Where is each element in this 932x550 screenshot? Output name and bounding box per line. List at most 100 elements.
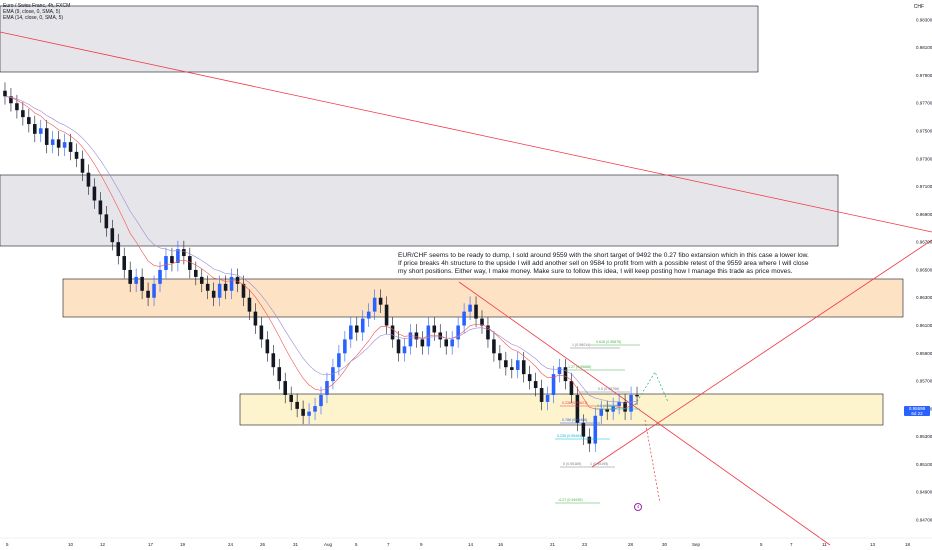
fib-level-label: 0.5 (0.95629) [597, 404, 618, 408]
candle-body [343, 339, 347, 354]
candle-body [605, 408, 609, 412]
candle-body [253, 311, 258, 326]
time-tick-label: 18 [905, 542, 911, 547]
candle-body [402, 346, 407, 354]
candle-body [110, 228, 115, 243]
candle-body [617, 401, 621, 407]
bearish-projection-path [644, 419, 661, 504]
candle-body [474, 304, 478, 319]
candle-body [199, 276, 204, 284]
candle-body [241, 283, 246, 298]
time-tick-label: 17 [148, 542, 154, 547]
candle-body [629, 394, 633, 412]
candle-body [235, 276, 240, 284]
candle-body [176, 249, 180, 263]
candle-body [587, 436, 592, 444]
candle-body [635, 394, 639, 397]
price-axis[interactable]: 0.98300 0.98100 0.97900 0.97700 0.97500 0.973… [916, 17, 932, 522]
candle-body [9, 96, 13, 104]
price-tick-label: 0.94900 [916, 490, 932, 495]
time-axis[interactable]: 5 10 12 17 19 24 26 31 Aug 5 7 9 14 16 21 23 28 30 Sep 5 7 11… [6, 542, 911, 547]
last-price-countdown: 6d 22 [911, 411, 923, 416]
candle-body [146, 290, 150, 298]
time-tick-label: 10 [68, 542, 74, 547]
candle-body [164, 256, 168, 270]
candle-body [575, 394, 580, 423]
ema-9-legend[interactable]: EMA (9, close, 0, SMA, 5) [3, 9, 61, 16]
gray-supply-zone-mid [0, 174, 839, 247]
candle-body [444, 339, 449, 347]
candle-body [384, 304, 389, 326]
candle-body [128, 269, 132, 284]
candle-body [450, 339, 454, 347]
time-tick-label: 5 [355, 542, 358, 547]
candle-body [229, 276, 234, 291]
channel-upper-line [458, 281, 831, 546]
candle-body [337, 353, 341, 368]
time-tick-label: 14 [468, 542, 474, 547]
price-tick-label: 0.98300 [916, 17, 932, 22]
price-tick-label: 0.95300 [916, 434, 932, 439]
candle-body [223, 283, 228, 291]
price-tick-label: 0.96500 [916, 267, 932, 272]
last-price-value: 0.95598 [908, 406, 926, 411]
price-tick-label: 0.97700 [916, 101, 932, 106]
time-tick-label: 13 [870, 542, 876, 547]
candle-body [432, 325, 437, 333]
event-marker-icon[interactable]: 4 [634, 503, 642, 511]
candle-body [623, 401, 627, 412]
time-tick-label: 28 [628, 542, 634, 547]
fib-level-label: 1 (0.96014) [572, 343, 590, 347]
candle-body [366, 311, 371, 319]
candle-body [247, 297, 252, 312]
candle-body [539, 388, 544, 402]
candle-body [396, 339, 401, 354]
candlestick-series [3, 82, 639, 452]
candle-body [56, 139, 61, 148]
candle-body [182, 249, 186, 257]
ema-14-legend[interactable]: EMA (14, close, 0, SMA, 5) [3, 15, 64, 22]
candle-body [217, 283, 222, 298]
candle-body [581, 422, 586, 437]
candle-body [527, 374, 532, 382]
price-tick-label: 0.95100 [916, 462, 932, 467]
candle-body [38, 128, 43, 134]
candle-body [152, 283, 156, 298]
orange-resistance-zone [62, 278, 904, 318]
candle-body [319, 394, 323, 407]
candle-body [86, 172, 91, 187]
fib-level-label: 0.786 (0.95486) [562, 418, 587, 422]
candle-body [313, 406, 317, 412]
time-tick-label: 24 [228, 542, 234, 547]
candle-body [92, 186, 97, 201]
candle-body [134, 276, 138, 284]
candle-body [456, 325, 460, 340]
fib-level-label: 0.618 (0.95875) [596, 340, 621, 344]
candle-body [354, 325, 359, 333]
fib-level-label: 0.236 (0.95494) [557, 434, 582, 438]
candle-body [265, 339, 270, 354]
fib-level-label: 1.27 (0.95686) [568, 365, 591, 369]
idea-description-text: EUR/CHF seems to be ready to dump, I sol… [398, 252, 809, 276]
candle-body [80, 158, 85, 173]
fib-level-label: 0.5 (0.95756) [598, 387, 619, 391]
candle-body [3, 90, 7, 97]
long-downtrend-line [0, 31, 932, 233]
candle-body [480, 318, 484, 326]
price-tick-label: 0.95700 [916, 379, 932, 384]
candle-body [593, 415, 598, 444]
candle-body [563, 367, 568, 382]
candle-body [468, 304, 472, 312]
candle-body [414, 332, 419, 340]
time-tick-label: 5 [760, 542, 763, 547]
symbol-title[interactable]: Euro / Swiss Franc, 4h, FXCM [3, 3, 71, 9]
candle-body [390, 325, 395, 340]
candle-body [44, 128, 49, 145]
fibonacci-labels: 1 (0.96014) 0.618 (0.95875) 1.27 (0.95686)… [557, 340, 621, 502]
candle-body [307, 411, 311, 416]
price-tick-label: 0.97900 [916, 73, 932, 78]
candle-body [301, 408, 305, 416]
candle-body [158, 269, 162, 284]
candle-body [27, 117, 31, 125]
